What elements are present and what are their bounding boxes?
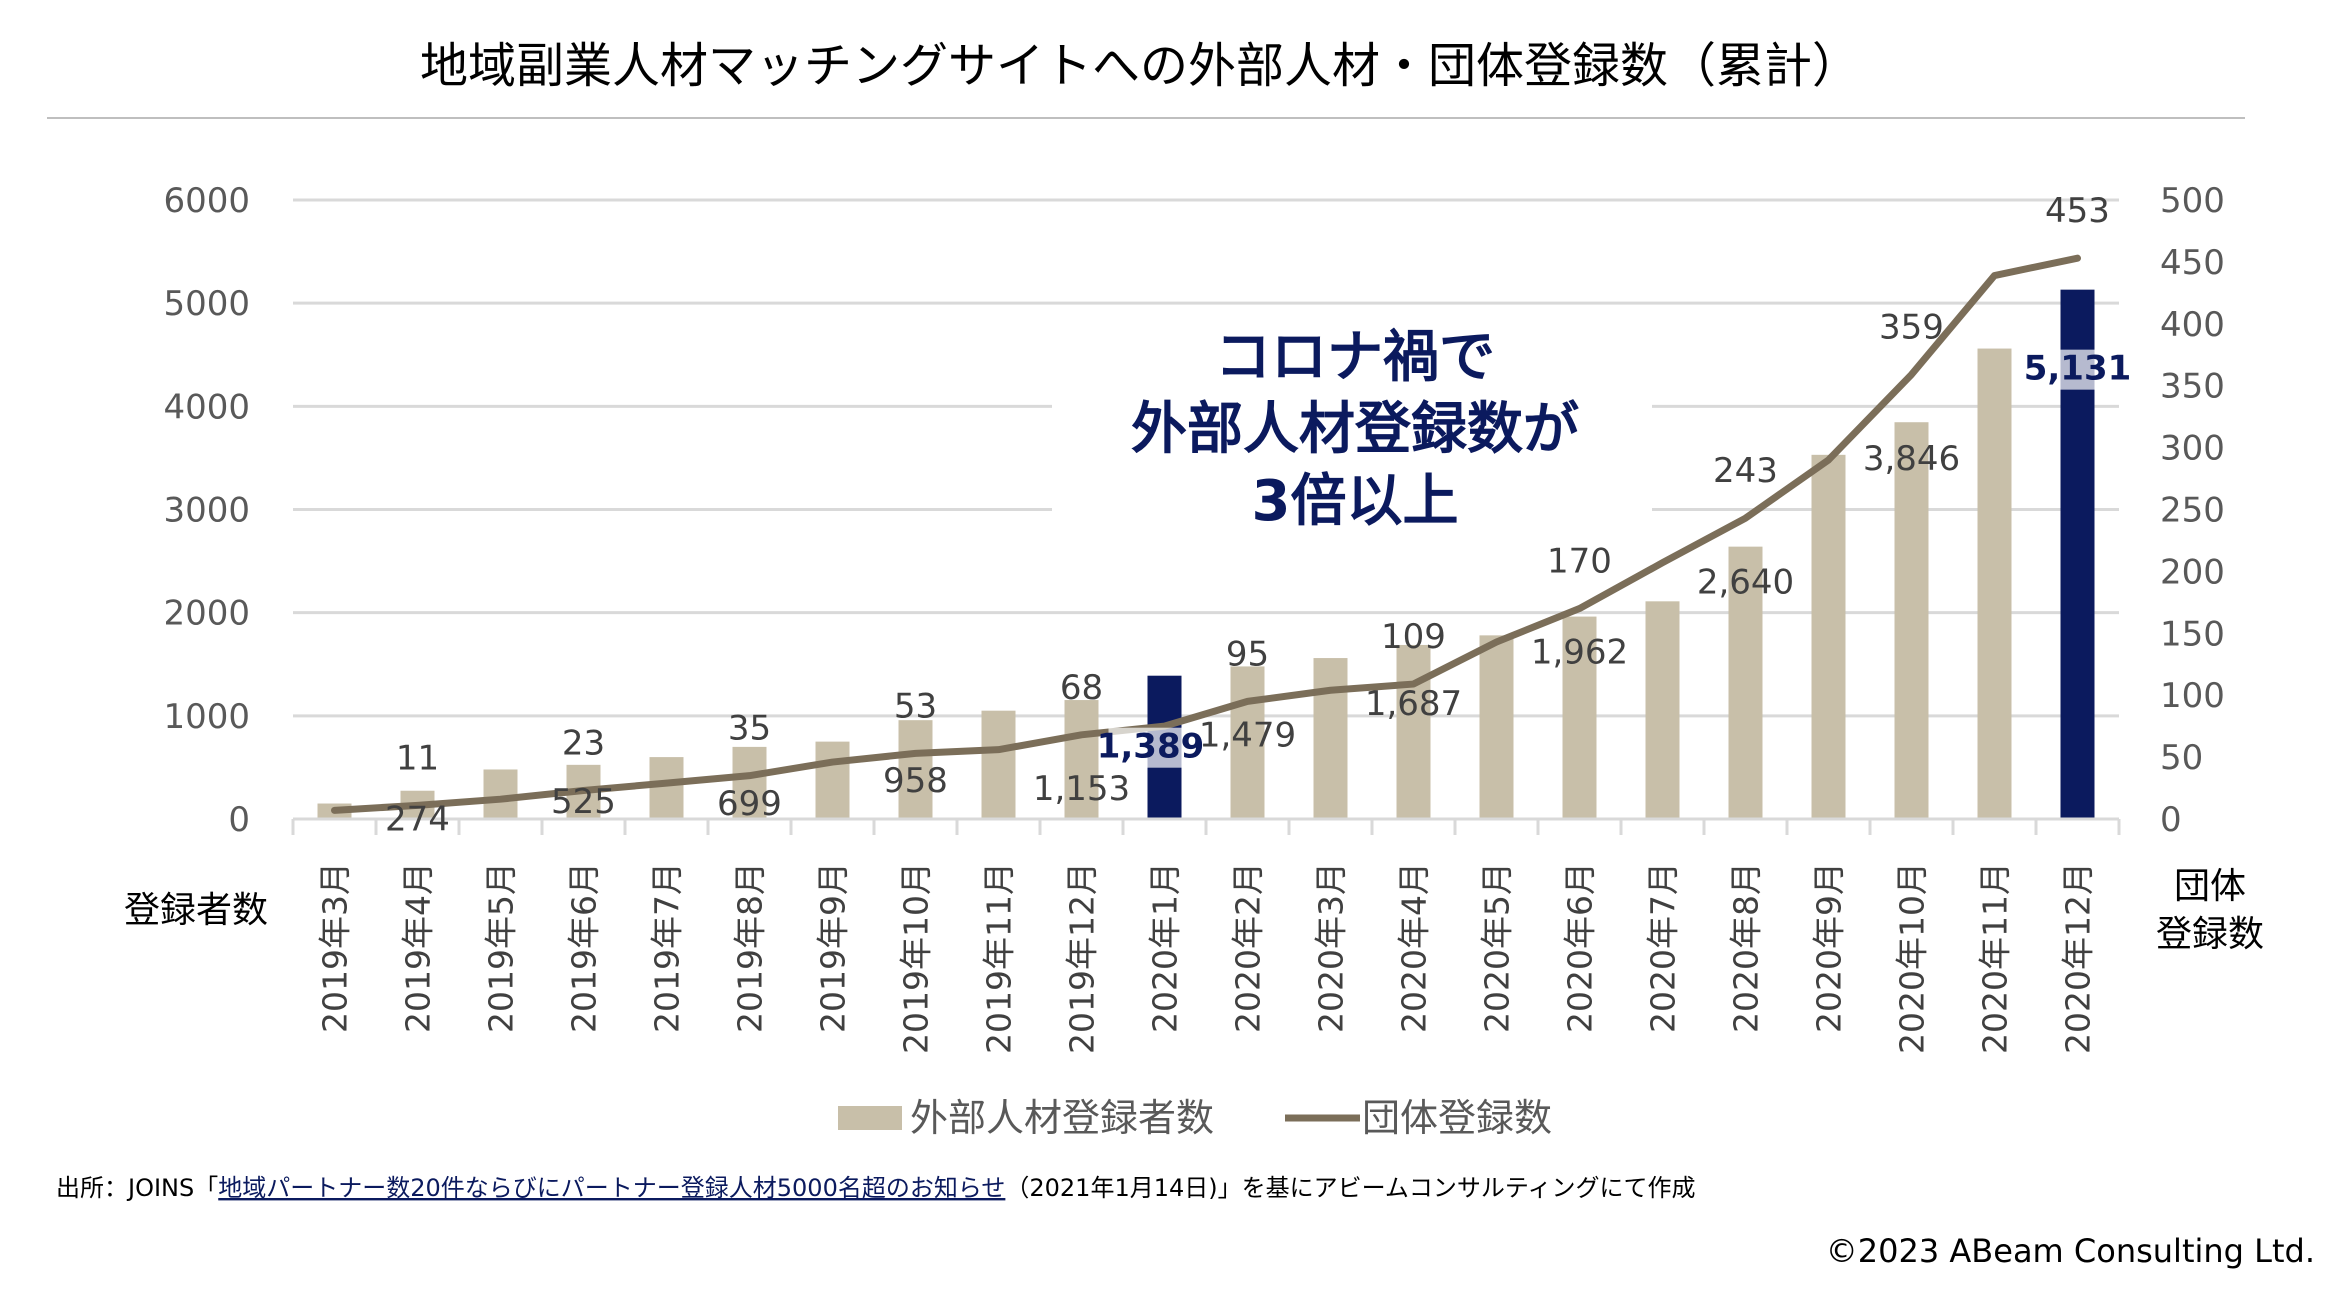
legend-bar-label: 外部人材登録者数: [910, 1096, 1214, 1140]
category-label: 2019年7月: [648, 862, 687, 1033]
right-tick-label: 250: [2160, 491, 2225, 531]
legend-bar-swatch: [838, 1106, 902, 1130]
line-data-label: 11: [396, 738, 439, 778]
category-label: 2019年9月: [814, 862, 853, 1033]
category-label: 2020年1月: [1146, 862, 1185, 1033]
bar-6: [816, 742, 850, 819]
category-label: 2020年7月: [1644, 862, 1683, 1033]
category-label: 2020年3月: [1312, 862, 1351, 1033]
category-label: 2020年6月: [1561, 862, 1600, 1033]
left-tick-label: 4000: [163, 387, 250, 427]
category-labels: 2019年3月 2019年4月 2019年5月 2019年6月 2019年7月 2019年…: [316, 862, 2098, 1054]
category-label: 2020年2月: [1229, 862, 1268, 1033]
line-data-label: 23: [562, 724, 605, 764]
source-prefix: 出所：JOINS「: [56, 1174, 218, 1202]
line-data-label: 359: [1879, 308, 1944, 348]
left-tick-label: 5000: [163, 284, 250, 324]
category-label: 2019年12月: [1063, 862, 1102, 1054]
category-label: 2020年8月: [1727, 862, 1766, 1033]
right-axis-title-line2: 登録数: [2156, 914, 2264, 955]
bar-data-label: 1,687: [1365, 684, 1462, 724]
left-tick-label: 1000: [163, 697, 250, 737]
bar-data-label: 2,640: [1697, 563, 1794, 603]
right-tick-label: 300: [2160, 429, 2225, 469]
category-label: 2019年11月: [980, 862, 1019, 1054]
bar-data-label: 5,131: [2024, 349, 2132, 389]
category-label: 2020年4月: [1395, 862, 1434, 1033]
bar-19: [1895, 422, 1929, 819]
line-data-label: 53: [894, 686, 937, 726]
bar-data-label: 1,479: [1199, 715, 1296, 755]
bar-20: [1978, 349, 2012, 819]
right-tick-label: 100: [2160, 676, 2225, 716]
line-data-label: 453: [2045, 191, 2110, 231]
right-axis-title-line1: 団体: [2174, 866, 2246, 907]
bar-13: [1397, 645, 1431, 819]
bar-18: [1812, 455, 1846, 819]
bar-4: [650, 757, 684, 819]
left-axis-ticks: 0 1000 2000 3000 4000 5000 6000: [163, 181, 250, 840]
bar-14: [1480, 635, 1514, 819]
source-link[interactable]: 地域パートナー数20件ならびにパートナー登録人材5000名超のお知らせ: [218, 1174, 1005, 1202]
bar-data-label: 1,153: [1033, 769, 1130, 809]
category-label: 2019年5月: [482, 862, 521, 1033]
bar-data-label: 525: [551, 782, 616, 822]
line-data-label: 170: [1547, 542, 1612, 582]
right-tick-label: 400: [2160, 305, 2225, 345]
bar-data-label: 958: [883, 761, 948, 801]
source-note: 出所：JOINS「地域パートナー数20件ならびにパートナー登録人材5000名超の…: [56, 1174, 1695, 1202]
legend: 外部人材登録者数 団体登録数: [838, 1096, 1552, 1140]
line-data-label: 68: [1060, 668, 1103, 708]
right-tick-label: 450: [2160, 243, 2225, 283]
right-tick-label: 350: [2160, 367, 2225, 407]
bar-16: [1646, 601, 1680, 819]
right-tick-label: 200: [2160, 552, 2225, 592]
category-label: 2020年5月: [1478, 862, 1517, 1033]
right-tick-label: 500: [2160, 181, 2225, 221]
bar-12: [1314, 658, 1348, 819]
right-tick-label: 0: [2160, 800, 2182, 840]
right-tick-label: 150: [2160, 614, 2225, 654]
annotation-line3: 3倍以上: [1252, 469, 1459, 534]
left-axis-title: 登録者数: [124, 890, 268, 931]
category-label: 2020年9月: [1810, 862, 1849, 1033]
category-label: 2019年10月: [897, 862, 936, 1054]
source-suffix: （2021年1月14日)」を基にアビームコンサルティングにて作成: [1005, 1174, 1695, 1202]
annotation-line2: 外部人材登録数が: [1131, 397, 1579, 462]
chart-title: 地域副業人材マッチングサイトへの外部人材・団体登録数（累計）: [420, 38, 1860, 94]
bar-data-label: 699: [717, 784, 782, 824]
bar-8: [982, 711, 1016, 819]
category-label: 2019年3月: [316, 862, 355, 1033]
category-label: 2020年10月: [1893, 862, 1932, 1054]
line-data-label: 35: [728, 709, 771, 749]
right-axis-ticks: 0 50 100 150 200 250 300 350 400 450 500: [2160, 181, 2225, 840]
legend-line-label: 団体登録数: [1362, 1096, 1552, 1140]
category-label: 2020年12月: [2059, 862, 2098, 1054]
left-tick-label: 3000: [163, 491, 250, 531]
bar-data-label: 274: [385, 800, 450, 840]
category-label: 2020年11月: [1976, 862, 2015, 1054]
line-data-label: 109: [1381, 617, 1446, 657]
annotation-line1: コロナ禍で: [1215, 325, 1495, 390]
bar-data-label: 1,962: [1531, 633, 1628, 673]
line-data-label: 243: [1713, 451, 1778, 491]
copyright: ©2023 ABeam Consulting Ltd.: [1826, 1232, 2315, 1270]
category-label: 2019年6月: [565, 862, 604, 1033]
left-tick-label: 0: [228, 800, 250, 840]
right-tick-label: 50: [2160, 738, 2203, 778]
category-label: 2019年8月: [731, 862, 770, 1033]
category-label: 2019年4月: [399, 862, 438, 1033]
bar-data-label: 1,389: [1097, 727, 1205, 767]
line-data-label: 95: [1226, 634, 1269, 674]
bar-data-label: 3,846: [1863, 439, 1960, 479]
left-tick-label: 6000: [163, 181, 250, 221]
left-tick-label: 2000: [163, 594, 250, 634]
bar-2: [484, 769, 518, 819]
